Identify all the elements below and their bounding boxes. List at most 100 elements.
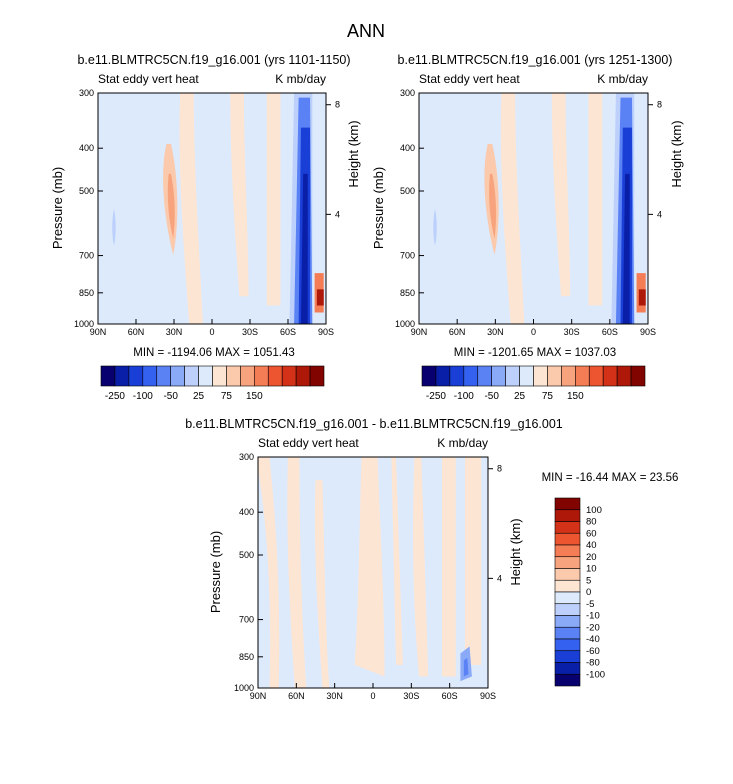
panel-2-x-tick-label: 30N: [487, 327, 504, 337]
panel-3-x-tick-label: 30N: [326, 691, 343, 701]
panel-2-right-tick-label: 8: [657, 100, 662, 110]
panel-2-x-tick-label: 90N: [411, 327, 428, 337]
panel-1-ylabel-right: Height (km): [346, 120, 361, 187]
panel-3-y-tick-label: 1000: [234, 683, 254, 693]
colorbar-swatch: [554, 568, 581, 581]
panel-3-ylabel: Pressure (mb): [208, 531, 223, 613]
panel-3-right-tick-label: 4: [497, 573, 502, 583]
panel-2-x-tick-label: 60N: [449, 327, 466, 337]
panel-3-x-tick-label: 60S: [442, 691, 458, 701]
colorbar-label: 40: [586, 540, 597, 551]
colorbar-label: -100: [133, 391, 153, 402]
colorbar-swatch: [588, 365, 604, 387]
colorbar-label: 5: [586, 575, 591, 586]
colorbar-swatch: [170, 365, 185, 387]
colorbar-label: 0: [586, 587, 591, 598]
panel-1-x-tick-label: 30N: [166, 327, 183, 337]
colorbar-swatch: [554, 556, 581, 569]
colorbar-label: -100: [586, 669, 605, 680]
figure-title: ANN: [347, 21, 385, 41]
panel-3-y-tick-label: 700: [239, 615, 254, 625]
panel-3-right-tick-label: 8: [497, 464, 502, 474]
panel-1-x-tick-label: 60S: [280, 327, 296, 337]
panel-1-title: b.e11.BLMTRC5CN.f19_g16.001 (yrs 1101-11…: [77, 53, 350, 67]
panel-3-x-tick-label: 90N: [250, 691, 267, 701]
colorbar-swatch: [554, 532, 581, 546]
colorbar-swatch: [575, 365, 590, 387]
colorbar-swatch: [491, 365, 506, 387]
colorbar-swatch: [212, 365, 227, 387]
colorbar-swatch: [630, 365, 646, 387]
panel-2-right-label: K mb/day: [597, 72, 648, 86]
colorbar-label: -50: [484, 391, 499, 402]
panel-1-y-tick-label: 500: [79, 186, 94, 196]
colorbar-label: 150: [246, 391, 263, 402]
panel-2-y-tick-label: 700: [400, 251, 415, 261]
colorbar-swatch: [554, 579, 581, 593]
panel-1-y-tick-label: 400: [79, 143, 94, 153]
panel-1-y-tick-label: 850: [79, 288, 94, 298]
colorbar-label: 75: [542, 391, 554, 402]
colorbar-swatch: [519, 365, 534, 387]
colorbar-label: 75: [221, 391, 233, 402]
panel-1-x-tick-label: 90S: [318, 327, 334, 337]
colorbar-swatch: [554, 662, 581, 675]
panel-3-stats: MIN = -16.44 MAX = 23.56: [542, 472, 679, 484]
colorbar-label: 60: [586, 528, 597, 539]
colorbar-swatch: [449, 365, 465, 387]
colorbar-swatch: [240, 365, 255, 387]
panel-1-y-tick-label: 1000: [74, 319, 94, 329]
colorbar-swatch: [554, 591, 581, 605]
panel-2-y-tick-label: 500: [400, 186, 415, 196]
panel-2-y-tick-label: 1000: [395, 319, 415, 329]
colorbar-label: 25: [514, 391, 526, 402]
colorbar-swatch: [281, 365, 297, 387]
panel-1: b.e11.BLMTRC5CN.f19_g16.001 (yrs 1101-11…: [50, 53, 361, 402]
colorbar-swatch: [554, 521, 581, 534]
panel-1-ylabel: Pressure (mb): [50, 167, 65, 249]
panel-1-x-tick-label: 90N: [90, 327, 107, 337]
colorbar-swatch: [295, 365, 311, 387]
colorbar-label: -250: [105, 391, 125, 402]
panel-2-y-tick-label: 850: [400, 288, 415, 298]
colorbar-label: 10: [586, 564, 597, 575]
panel-2-title: b.e11.BLMTRC5CN.f19_g16.001 (yrs 1251-13…: [398, 53, 673, 67]
panel-1-right-tick-label: 4: [335, 209, 340, 219]
panel-3-y-tick-label: 400: [239, 507, 254, 517]
panel-2-right-tick-label: 4: [657, 209, 662, 219]
panel-3-x-tick-label: 0: [370, 691, 375, 701]
colorbar-label: -50: [163, 391, 178, 402]
colorbar-label: -60: [586, 646, 600, 657]
panel-3-left-label: Stat eddy vert heat: [258, 436, 359, 450]
colorbar-swatch: [547, 365, 562, 387]
panel-2-x-tick-label: 90S: [640, 327, 656, 337]
panel-1-x-tick-label: 0: [209, 327, 214, 337]
colorbar-swatch: [533, 365, 548, 387]
panel-1-x-tick-label: 60N: [128, 327, 145, 337]
colorbar-swatch: [128, 365, 144, 387]
panel-1-stats: MIN = -1194.06 MAX = 1051.43: [133, 347, 295, 359]
colorbar-label: 150: [567, 391, 584, 402]
panel-2-ylabel: Pressure (mb): [371, 167, 386, 249]
colorbar-swatch: [505, 365, 520, 387]
panel-1-x-tick-label: 30S: [242, 327, 258, 337]
colorbar-swatch: [554, 603, 581, 616]
colorbar-swatch: [309, 365, 325, 387]
colorbar-label: 20: [586, 552, 597, 563]
panel-1-y-tick-label: 300: [79, 88, 94, 98]
panel-3-title: b.e11.BLMTRC5CN.f19_g16.001 - b.e11.BLMT…: [185, 417, 563, 431]
panel-3-x-tick-label: 90S: [480, 691, 496, 701]
colorbar-swatch: [156, 365, 171, 387]
panel-3-field: [258, 457, 488, 688]
colorbar-swatch: [267, 365, 283, 387]
colorbar-swatch: [184, 365, 199, 387]
colorbar-label: -5: [586, 599, 594, 610]
panel-2-x-tick-label: 60S: [602, 327, 618, 337]
colorbar-label: 80: [586, 517, 597, 528]
colorbar-swatch: [463, 365, 479, 387]
colorbar-swatch: [561, 365, 576, 387]
panel-2-y-tick-label: 300: [400, 88, 415, 98]
panel-1-y-tick-label: 700: [79, 251, 94, 261]
colorbar-swatch: [554, 673, 581, 687]
